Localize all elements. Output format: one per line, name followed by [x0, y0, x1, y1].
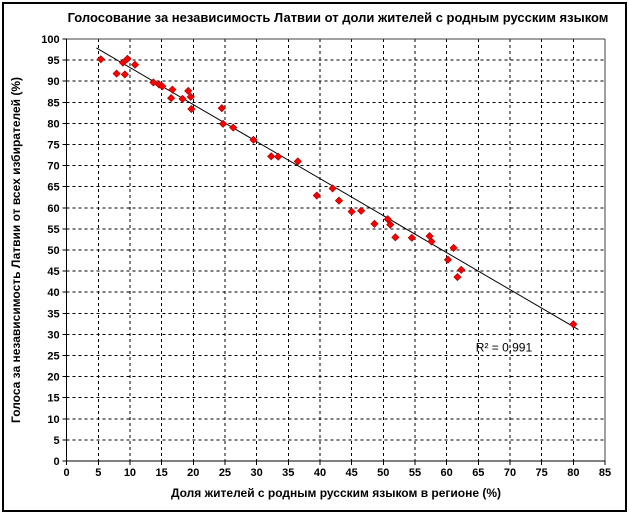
data-point	[427, 237, 436, 246]
y-axis-tick-label: 40	[47, 287, 59, 299]
data-point	[120, 70, 129, 79]
y-axis-tick-label: 100	[41, 34, 59, 46]
data-point	[118, 58, 128, 67]
data-point	[112, 69, 121, 78]
data-point	[449, 243, 458, 252]
y-axis-tick-label: 60	[47, 203, 59, 215]
x-axis-title: Доля жителей с родным русским языком в р…	[171, 486, 501, 500]
y-axis-title: Голоса за независимость Латвии от всех и…	[9, 77, 23, 423]
y-axis-tick-label: 30	[47, 329, 59, 341]
y-axis-tick-label: 95	[47, 55, 59, 67]
data-point	[158, 82, 167, 91]
x-axis-tick-label: 55	[409, 467, 421, 479]
x-axis-tick-label: 0	[64, 467, 70, 479]
trend-line	[96, 47, 579, 331]
y-axis-tick-label: 50	[47, 245, 59, 257]
x-axis-tick-label: 30	[250, 467, 262, 479]
x-axis-tick-label: 45	[346, 467, 358, 479]
y-axis-tick-label: 70	[47, 161, 59, 173]
data-point	[457, 265, 466, 274]
y-axis-tick-label: 5	[53, 435, 59, 447]
y-axis-tick-label: 55	[47, 224, 59, 236]
y-axis-tick-label: 75	[47, 140, 59, 152]
data-point	[218, 119, 228, 128]
x-axis-tick-label: 65	[472, 467, 484, 479]
data-point	[357, 206, 366, 215]
data-point	[293, 157, 302, 166]
data-point	[229, 123, 238, 132]
plot-area: 0 5 10 15 20 25 30 35 40 45 50 55 60 65 70 75 80 85 0 5 10 15…	[41, 34, 611, 479]
x-axis-tick-label: 5	[95, 467, 101, 479]
data-point	[443, 255, 452, 264]
x-axis-tick-label: 80	[567, 467, 579, 479]
data-point	[391, 233, 400, 242]
data-point	[178, 94, 187, 103]
y-axis-tick-label: 90	[47, 76, 59, 88]
data-point	[370, 219, 379, 228]
y-axis-tick-label: 0	[53, 456, 59, 468]
r-squared-label: R² = 0,991	[476, 340, 533, 354]
data-point	[217, 104, 226, 113]
data-point	[168, 85, 177, 94]
data-point	[383, 215, 392, 224]
data-point	[130, 60, 140, 69]
x-axis-tick-label: 60	[441, 467, 453, 479]
y-axis-tick-label: 35	[47, 308, 59, 320]
x-axis-tick-label: 15	[155, 467, 167, 479]
y-axis-tick-label: 20	[47, 372, 59, 384]
data-point	[407, 233, 416, 242]
chart-title: Голосование за независимость Латвии от д…	[68, 10, 609, 25]
x-axis-tick-label: 20	[187, 467, 199, 479]
y-axis-tick-label: 80	[47, 118, 59, 130]
data-point	[274, 152, 283, 161]
x-axis-tick-label: 25	[219, 467, 231, 479]
data-point	[267, 152, 276, 161]
x-axis-tick-label: 75	[536, 467, 548, 479]
x-axis-tick-label: 40	[314, 467, 326, 479]
data-point	[186, 92, 195, 101]
data-point	[123, 54, 132, 63]
data-point	[334, 196, 344, 205]
x-axis-tick-label: 85	[599, 467, 611, 479]
x-axis-tick-label: 35	[282, 467, 294, 479]
y-axis-tick-label: 85	[47, 97, 59, 109]
data-point	[312, 191, 321, 200]
data-point	[328, 184, 337, 193]
data-point	[149, 78, 158, 87]
y-axis-tick-label: 45	[47, 266, 59, 278]
data-point	[96, 55, 105, 64]
data-point	[569, 320, 578, 329]
x-axis-tick-label: 10	[124, 467, 136, 479]
x-axis-tick-label: 70	[504, 467, 516, 479]
y-axis-tick-label: 10	[47, 414, 59, 426]
y-axis-tick-label: 25	[47, 351, 59, 363]
y-axis-tick-label: 15	[47, 393, 59, 405]
data-point	[453, 272, 462, 282]
data-point	[386, 220, 395, 229]
data-point	[187, 104, 196, 114]
data-point	[184, 86, 193, 95]
x-axis-tick-label: 50	[377, 467, 389, 479]
data-point	[347, 207, 356, 216]
data-point	[249, 135, 258, 144]
y-axis-tick-label: 65	[47, 182, 59, 194]
data-point	[167, 94, 176, 103]
